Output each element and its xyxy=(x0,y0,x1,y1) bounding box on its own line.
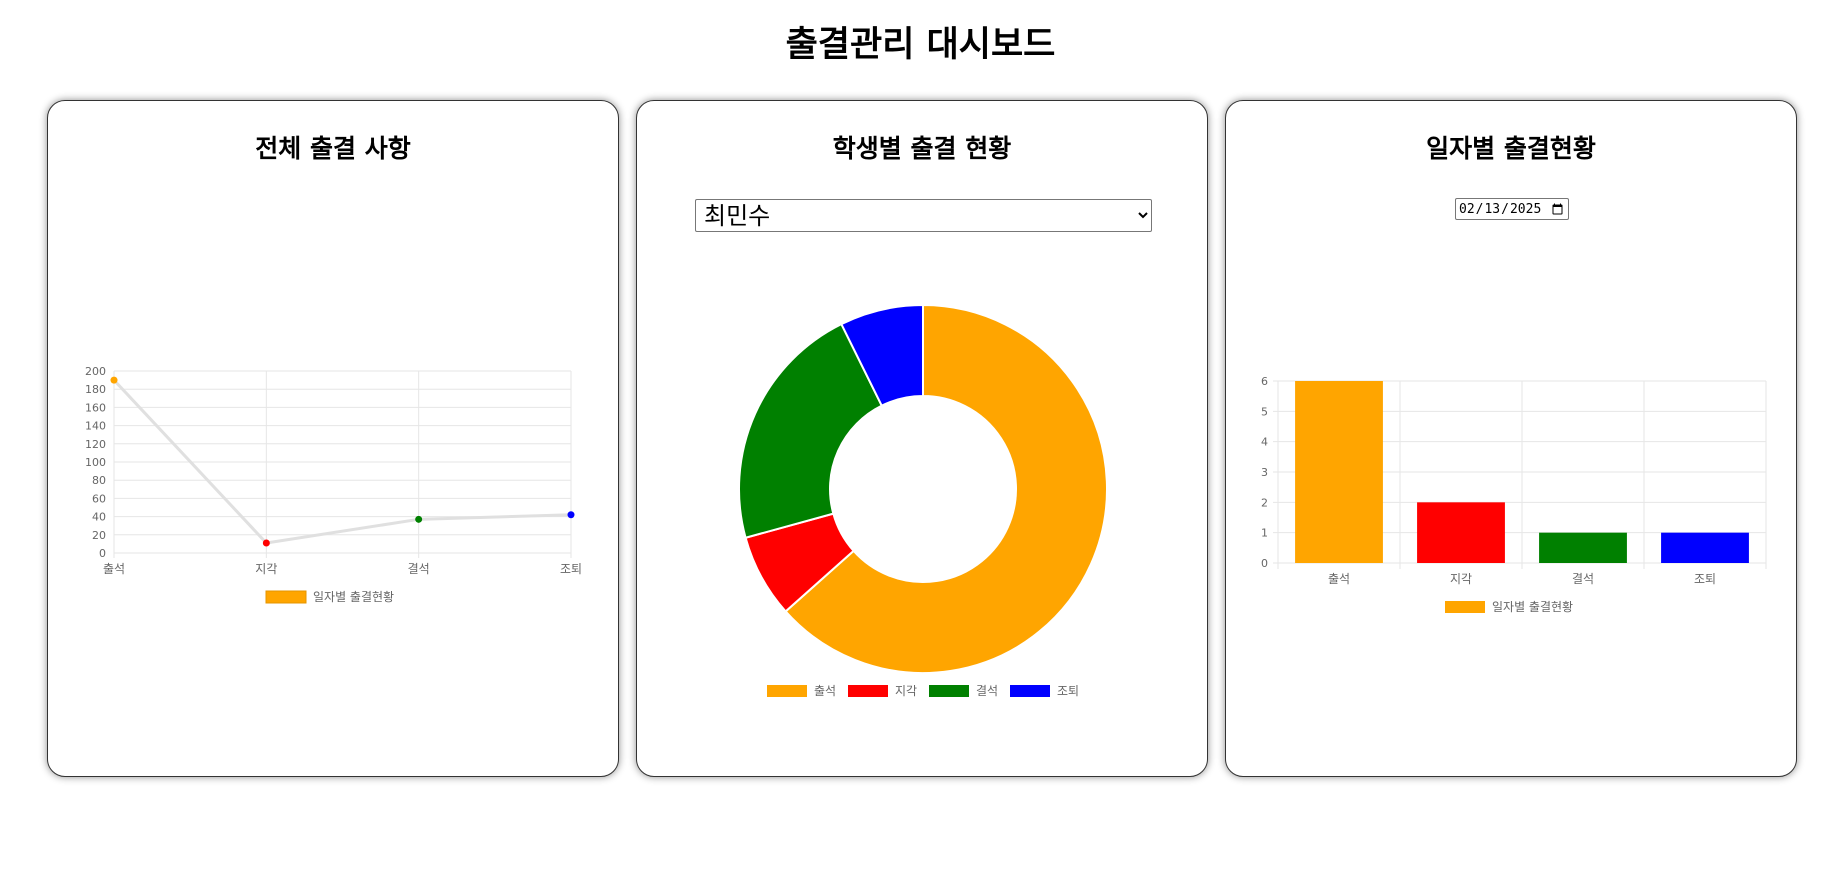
student-card-title: 학생별 출결 현황 xyxy=(832,134,1012,163)
page-title: 출결관리 대시보드 xyxy=(785,25,1056,65)
data-point xyxy=(262,539,270,547)
student-doughnut-chart: 출석 지각 결석 조퇴 xyxy=(738,303,1108,698)
pie-slice xyxy=(840,303,924,407)
y-tick-label: 0 xyxy=(99,547,106,560)
y-tick-label: 200 xyxy=(85,365,106,378)
student-select[interactable]: 최민수 xyxy=(695,199,1152,232)
legend-label: 일자별 출결현황 xyxy=(313,590,394,604)
student-attendance-card: 학생별 출결 현황 최민수 출석 지각 결석 조퇴 xyxy=(636,100,1208,777)
x-tick-label: 결석 xyxy=(408,562,430,576)
y-tick-label: 1 xyxy=(1261,527,1268,540)
y-tick-label: 140 xyxy=(85,420,106,433)
bar xyxy=(1295,381,1383,563)
legend-label: 출석 xyxy=(814,684,836,698)
y-tick-label: 160 xyxy=(85,401,106,414)
y-tick-label: 3 xyxy=(1261,466,1268,479)
y-tick-label: 120 xyxy=(85,438,106,451)
date-input[interactable] xyxy=(1455,198,1569,220)
y-tick-label: 100 xyxy=(85,456,106,469)
daily-card-title: 일자별 출결현황 xyxy=(1426,134,1596,163)
data-point xyxy=(567,511,575,519)
data-point xyxy=(415,515,423,523)
x-tick-label: 출석 xyxy=(1328,572,1350,586)
x-tick-label: 결석 xyxy=(1572,572,1594,586)
legend-swatch xyxy=(929,685,969,697)
legend-swatch xyxy=(1445,601,1485,613)
bar xyxy=(1417,502,1505,563)
pie-slice xyxy=(784,303,1108,674)
legend-label: 조퇴 xyxy=(1057,684,1079,698)
y-tick-label: 4 xyxy=(1261,436,1268,449)
legend-label: 지각 xyxy=(895,684,917,698)
x-tick-label: 지각 xyxy=(255,562,277,576)
y-tick-label: 6 xyxy=(1261,375,1268,388)
y-tick-label: 180 xyxy=(85,383,106,396)
legend-swatch xyxy=(848,685,888,697)
legend-label: 일자별 출결현황 xyxy=(1492,600,1573,614)
x-tick-label: 조퇴 xyxy=(1694,572,1716,586)
y-tick-label: 2 xyxy=(1261,496,1268,509)
legend-swatch xyxy=(265,590,307,604)
legend-swatch xyxy=(767,685,807,697)
legend-swatch xyxy=(1010,685,1050,697)
overall-attendance-card: 전체 출결 사항 0 20 40 60 80 100 120 140 160 180 200 출석 지각… xyxy=(47,100,619,777)
series-line xyxy=(112,379,572,545)
data-point xyxy=(110,376,118,384)
y-tick-label: 40 xyxy=(92,511,106,524)
y-tick-label: 20 xyxy=(92,529,106,542)
y-tick-label: 0 xyxy=(1261,557,1268,570)
y-tick-label: 5 xyxy=(1261,405,1268,418)
x-tick-label: 지각 xyxy=(1450,572,1472,586)
pie-slice xyxy=(738,322,884,539)
y-tick-label: 80 xyxy=(92,474,106,487)
overall-card-title: 전체 출결 사항 xyxy=(255,134,411,163)
y-tick-label: 60 xyxy=(92,492,106,505)
bar xyxy=(1661,532,1749,563)
x-tick-label: 출석 xyxy=(103,562,125,576)
bar xyxy=(1539,532,1627,563)
x-tick-label: 조퇴 xyxy=(560,562,582,576)
legend-label: 결석 xyxy=(976,684,998,698)
